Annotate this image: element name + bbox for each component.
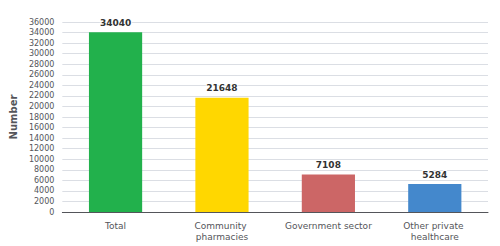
- svg-text:21648: 21648: [206, 83, 237, 93]
- svg-text:36000: 36000: [29, 18, 54, 27]
- svg-text:22000: 22000: [29, 91, 54, 100]
- svg-text:34040: 34040: [100, 18, 131, 28]
- svg-text:8000: 8000: [34, 165, 54, 174]
- svg-text:7108: 7108: [316, 160, 341, 170]
- svg-text:32000: 32000: [29, 39, 54, 48]
- svg-text:24000: 24000: [29, 81, 54, 90]
- svg-text:Total: Total: [104, 221, 126, 231]
- svg-text:6000: 6000: [34, 176, 54, 185]
- svg-text:Community: Community: [194, 221, 249, 231]
- svg-text:18000: 18000: [29, 113, 54, 122]
- svg-text:28000: 28000: [29, 60, 54, 69]
- svg-text:20000: 20000: [29, 102, 54, 111]
- svg-text:26000: 26000: [29, 70, 54, 79]
- svg-text:0: 0: [49, 208, 54, 217]
- svg-text:Number: Number: [8, 95, 19, 140]
- svg-text:30000: 30000: [29, 49, 54, 58]
- svg-text:pharmacies: pharmacies: [196, 232, 249, 242]
- svg-text:2000: 2000: [34, 197, 54, 206]
- svg-text:34000: 34000: [29, 28, 54, 37]
- svg-text:16000: 16000: [29, 123, 54, 132]
- svg-text:healthcare: healthcare: [411, 232, 459, 242]
- svg-text:Other private: Other private: [403, 221, 466, 231]
- svg-text:5284: 5284: [422, 170, 447, 180]
- svg-text:10000: 10000: [29, 155, 54, 164]
- svg-text:Government sector: Government sector: [285, 221, 372, 231]
- svg-text:4000: 4000: [34, 186, 54, 195]
- svg-text:12000: 12000: [29, 144, 54, 153]
- svg-text:14000: 14000: [29, 134, 54, 143]
